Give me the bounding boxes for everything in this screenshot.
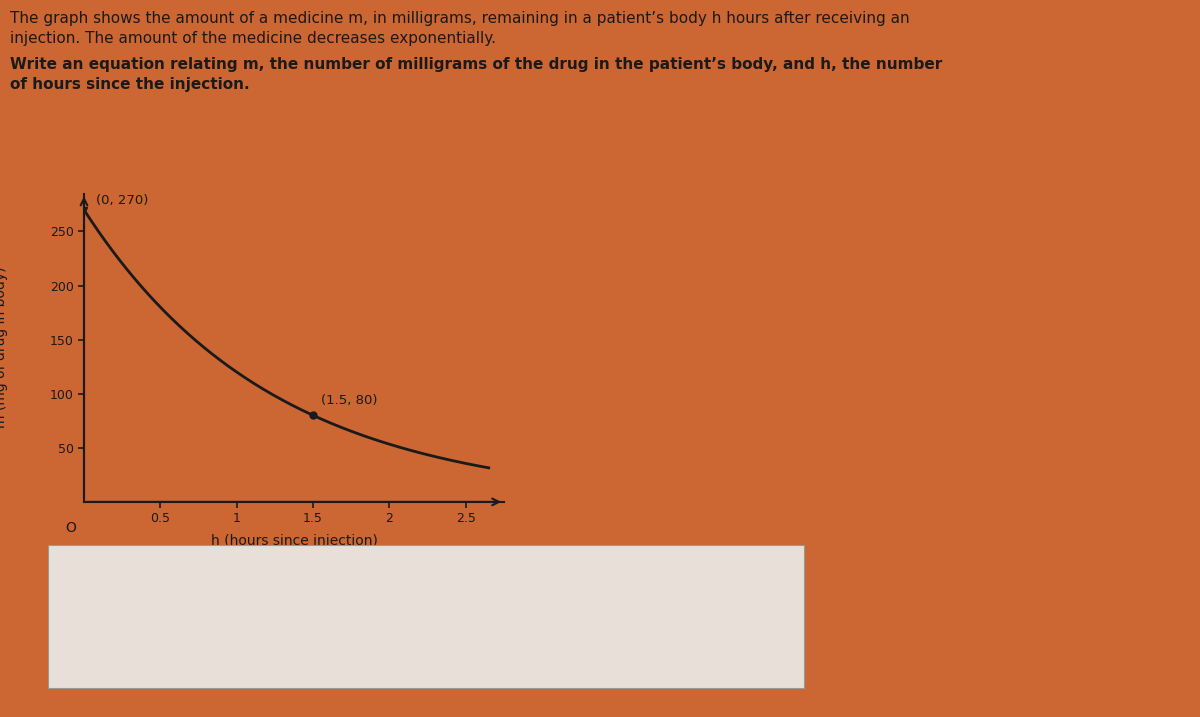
Text: of hours since the injection.: of hours since the injection.	[10, 77, 250, 92]
Text: injection. The amount of the medicine decreases exponentially.: injection. The amount of the medicine de…	[10, 31, 496, 46]
Text: O: O	[65, 521, 76, 536]
Text: The graph shows the amount of a medicine m, in milligrams, remaining in a patien: The graph shows the amount of a medicine…	[10, 11, 910, 26]
Text: Write an equation relating m, the number of milligrams of the drug in the patien: Write an equation relating m, the number…	[10, 57, 942, 72]
Text: (1.5, 80): (1.5, 80)	[320, 394, 377, 407]
X-axis label: h (hours since injection): h (hours since injection)	[210, 533, 378, 548]
Y-axis label: m (mg of drug in body): m (mg of drug in body)	[0, 267, 8, 429]
Text: (0, 270): (0, 270)	[96, 194, 149, 206]
